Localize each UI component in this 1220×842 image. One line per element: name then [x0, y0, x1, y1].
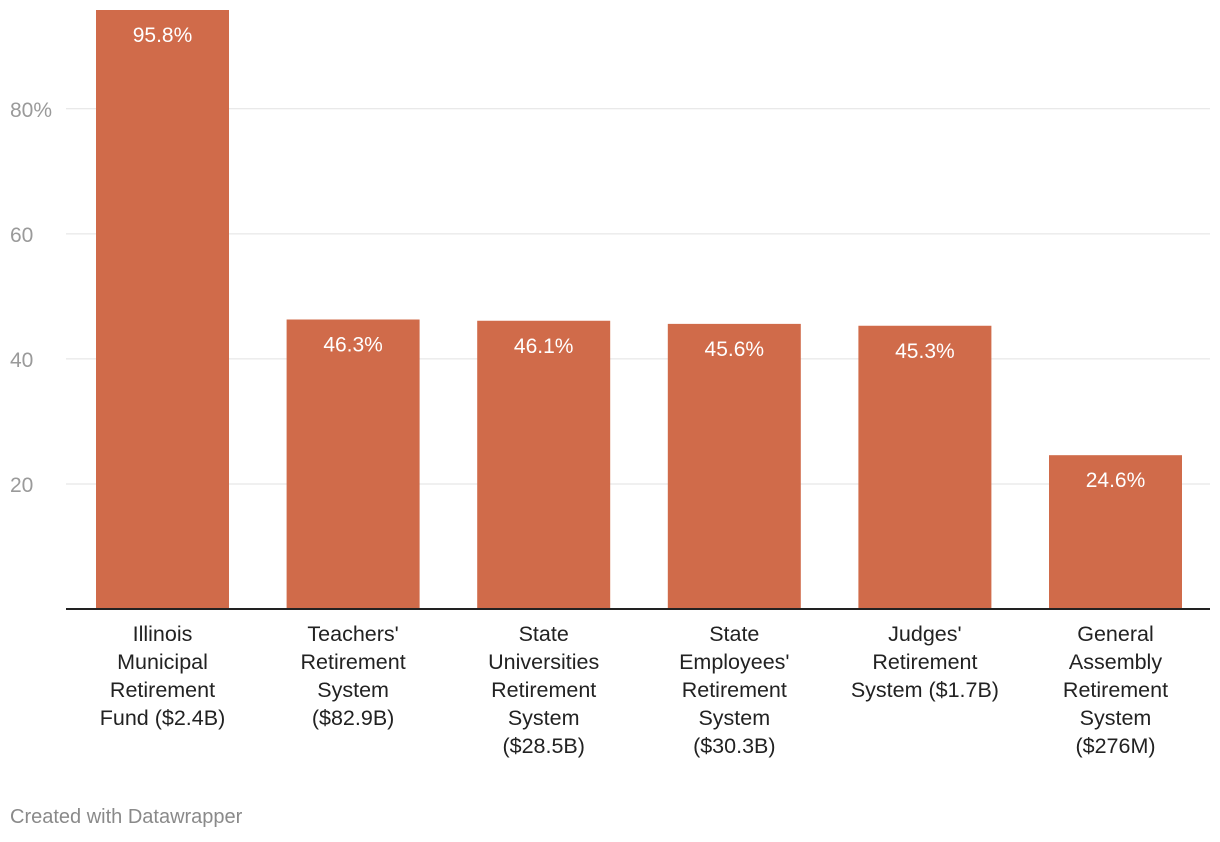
- category-label: State Universities Retirement System ($28.5B…: [488, 622, 599, 758]
- bars: [96, 10, 1182, 609]
- category-label-line: General: [1077, 622, 1154, 646]
- bar: [667, 323, 801, 609]
- category-label-line: Retirement: [872, 650, 977, 674]
- category-label-line: Fund ($2.4B): [100, 706, 225, 730]
- y-tick-label: 20: [10, 474, 33, 497]
- category-label-line: System: [508, 706, 580, 730]
- bar-value-label: 45.3%: [895, 340, 955, 363]
- category-label-line: Teachers': [307, 622, 398, 646]
- category-label-line: Retirement: [301, 650, 406, 674]
- category-label-line: ($28.5B): [502, 734, 584, 758]
- category-label-line: State: [709, 622, 759, 646]
- category-label-line: System: [317, 678, 389, 702]
- category-label-line: Assembly: [1069, 650, 1162, 674]
- category-label: Judges' Retirement System ($1.7B): [851, 622, 999, 702]
- category-label-line: ($276M): [1075, 734, 1155, 758]
- bar-chart: 20 40 60 80% 95.8% Illinois Municipal Retireme…: [10, 10, 1210, 758]
- bar: [858, 325, 992, 609]
- category-label-line: Universities: [488, 650, 599, 674]
- category-label: Teachers' Retirement System ($82.9B): [301, 622, 406, 730]
- bar-value-label: 95.8%: [133, 24, 193, 47]
- category-label-line: State: [519, 622, 569, 646]
- category-label-line: System ($1.7B): [851, 678, 999, 702]
- y-tick-label: 40: [10, 349, 33, 372]
- bar: [286, 319, 420, 609]
- bar: [1049, 455, 1182, 609]
- category-label-line: Retirement: [110, 678, 215, 702]
- bar-value-label: 24.6%: [1086, 469, 1146, 492]
- category-label-line: Retirement: [682, 678, 787, 702]
- category-label-line: System: [1080, 706, 1152, 730]
- category-label-line: ($30.3B): [693, 734, 775, 758]
- labels: 95.8% Illinois Municipal Retirement Fund ($2…: [100, 24, 1168, 758]
- bar-value-label: 46.3%: [323, 334, 383, 357]
- gridlines: 20 40 60 80%: [10, 99, 1210, 497]
- bar: [477, 320, 611, 609]
- category-label-line: ($82.9B): [312, 706, 394, 730]
- bar-value-label: 45.6%: [705, 338, 765, 361]
- category-label: Illinois Municipal Retirement Fund ($2.4B): [100, 622, 225, 730]
- bar-value-label: 46.1%: [514, 335, 574, 358]
- category-label-line: Judges': [888, 622, 961, 646]
- category-label: General Assembly Retirement System ($276M): [1063, 622, 1168, 758]
- bar: [96, 10, 229, 609]
- category-label-line: System: [698, 706, 770, 730]
- category-label-line: Employees': [679, 650, 789, 674]
- category-label-line: Retirement: [491, 678, 596, 702]
- y-tick-label: 80%: [10, 99, 52, 122]
- category-label: State Employees' Retirement System ($30.3B): [679, 622, 789, 758]
- footer-credit: Created with Datawrapper: [10, 806, 243, 828]
- category-label-line: Illinois: [133, 622, 193, 646]
- category-label-line: Municipal: [117, 650, 208, 674]
- y-tick-label: 60: [10, 224, 33, 247]
- category-label-line: Retirement: [1063, 678, 1168, 702]
